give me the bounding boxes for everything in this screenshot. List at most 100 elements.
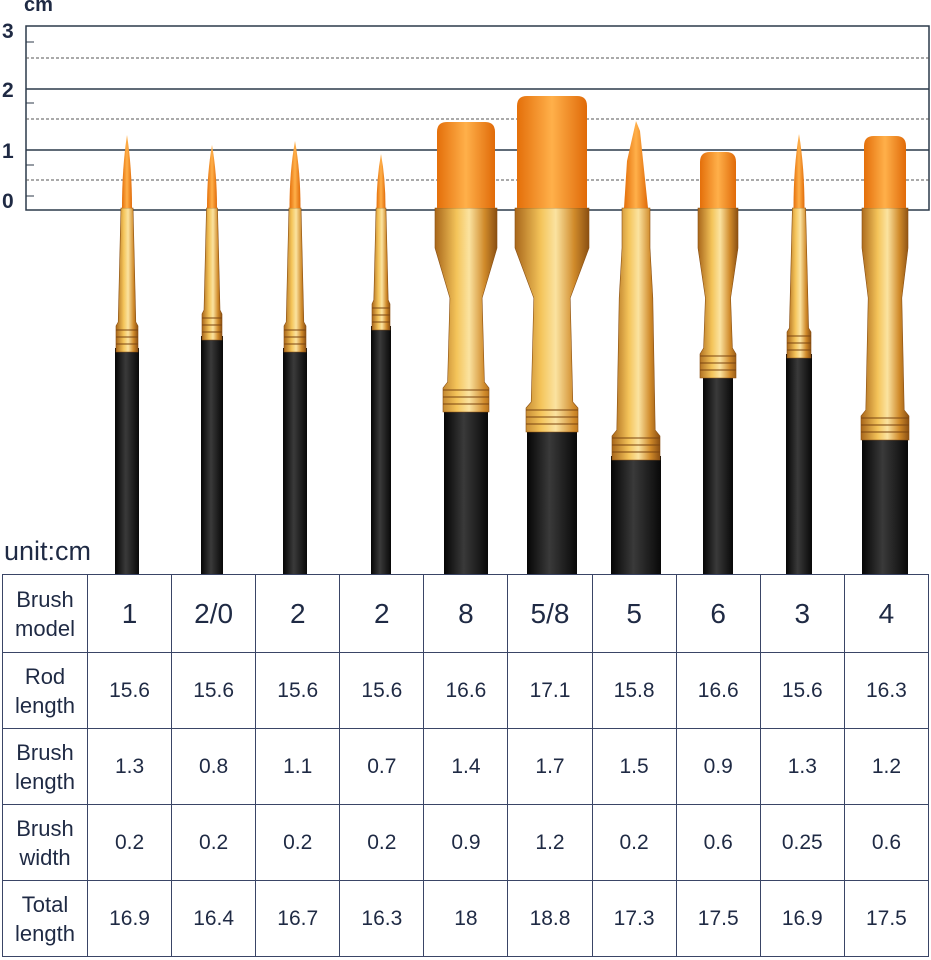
table-cell: 1.5 bbox=[591, 728, 677, 805]
table-cell: 3 bbox=[759, 574, 845, 653]
table-cell: 1.3 bbox=[759, 728, 845, 805]
table-cell: 17.3 bbox=[591, 880, 677, 957]
table-cell: 16.6 bbox=[675, 652, 761, 729]
table-cell: 17.1 bbox=[507, 652, 593, 729]
brush-bristles bbox=[624, 121, 648, 208]
brush-10 bbox=[860, 136, 910, 575]
brush-bristles bbox=[289, 141, 301, 208]
brush-ferrule bbox=[434, 207, 498, 413]
table-cell: 0.2 bbox=[86, 804, 173, 881]
row-header-line: Brush bbox=[16, 586, 74, 612]
table-cell: 16.6 bbox=[423, 652, 509, 729]
table-cell: 15.6 bbox=[255, 652, 341, 729]
table-cell: 0.25 bbox=[759, 804, 845, 881]
row-header-line: length bbox=[15, 920, 75, 946]
table-cell: 0.7 bbox=[339, 728, 425, 805]
brush-bristles bbox=[207, 145, 217, 208]
table-cell: 17.5 bbox=[843, 880, 930, 957]
table-cell: 8 bbox=[423, 574, 509, 653]
table-cell: 0.2 bbox=[171, 804, 257, 881]
table-cell: 16.9 bbox=[759, 880, 845, 957]
table-cell: 15.6 bbox=[759, 652, 845, 729]
brush-7 bbox=[611, 121, 661, 575]
brush-handle bbox=[611, 456, 661, 575]
brush-ferrule bbox=[115, 207, 139, 353]
brush-4 bbox=[371, 154, 391, 575]
table-cell: 18.8 bbox=[507, 880, 593, 957]
table-cell: 0.2 bbox=[339, 804, 425, 881]
brush-3 bbox=[283, 141, 307, 575]
table-cell: 15.6 bbox=[86, 652, 173, 729]
brush-5 bbox=[434, 122, 498, 575]
row-header-line: width bbox=[19, 844, 71, 870]
table-cell: 0.6 bbox=[843, 804, 930, 881]
table-cell: 1 bbox=[86, 574, 173, 653]
brush-2 bbox=[201, 145, 223, 575]
table-cell: 1.1 bbox=[255, 728, 341, 805]
table-cell: 5/8 bbox=[507, 574, 593, 653]
row-header-line: length bbox=[15, 692, 75, 718]
brush-ferrule bbox=[283, 207, 307, 353]
row-header-line: Total bbox=[21, 891, 69, 917]
table-cell: 1.3 bbox=[86, 728, 173, 805]
table-cell: 2/0 bbox=[171, 574, 257, 653]
table-row: Brush width 0.2 0.2 0.2 0.2 0.9 1.2 0.2 0.6 0.25 0.… bbox=[2, 804, 930, 881]
brush-ferrule bbox=[697, 207, 739, 379]
table-cell: 15.6 bbox=[339, 652, 425, 729]
table-cell: 0.6 bbox=[675, 804, 761, 881]
table-cell: 17.5 bbox=[675, 880, 761, 957]
table-cell: 16.9 bbox=[86, 880, 173, 957]
table-row: Brush length 1.3 0.8 1.1 0.7 1.4 1.7 1.5 0.9 1.3 1.… bbox=[2, 728, 930, 805]
brush-ferrule bbox=[201, 207, 223, 341]
brush-handle bbox=[283, 348, 307, 575]
brush-bristles bbox=[700, 152, 736, 208]
brush-8 bbox=[697, 152, 739, 575]
table-cell: 1.4 bbox=[423, 728, 509, 805]
brush-handle bbox=[527, 428, 577, 575]
table-cell: 1.7 bbox=[507, 728, 593, 805]
row-header: Rod length bbox=[2, 652, 88, 729]
table-cell: 0.9 bbox=[675, 728, 761, 805]
unit-label: unit:cm bbox=[4, 536, 92, 566]
row-header: Brush width bbox=[2, 804, 88, 881]
table-row: Total length 16.9 16.4 16.7 16.3 18 18.8 17.3 17.… bbox=[2, 880, 930, 957]
table-cell: 6 bbox=[675, 574, 761, 653]
brush-spec-table: Brush model 1 2/0 2 2 8 5/8 5 6 3 4 Rod length 15.6 15.… bbox=[2, 574, 930, 957]
brush-bristles bbox=[437, 122, 495, 208]
brush-1 bbox=[115, 135, 139, 575]
brush-ferrule bbox=[514, 207, 590, 433]
table-cell: 2 bbox=[339, 574, 425, 653]
ruler-label-0: 0 bbox=[2, 190, 14, 213]
ruler-label-3: 3 bbox=[2, 20, 14, 43]
brush-6 bbox=[514, 96, 590, 575]
brush-illustration bbox=[25, 25, 930, 575]
brush-bristles bbox=[864, 136, 906, 208]
row-header-line: Rod bbox=[24, 663, 66, 689]
brush-ferrule bbox=[860, 207, 910, 441]
table-row: Rod length 15.6 15.6 15.6 15.6 16.6 17.1 15.8 16.… bbox=[2, 652, 930, 729]
brush-handle bbox=[703, 374, 733, 575]
ruler: cm 3 2 1 0 bbox=[0, 0, 931, 215]
table-cell: 16.4 bbox=[171, 880, 257, 957]
brush-handle bbox=[444, 408, 488, 575]
brush-handle bbox=[786, 354, 812, 575]
table-cell: 16.3 bbox=[339, 880, 425, 957]
table-cell: 5 bbox=[591, 574, 677, 653]
brush-9 bbox=[786, 134, 812, 575]
row-header-line: length bbox=[15, 768, 75, 794]
brush-bristles bbox=[793, 134, 805, 208]
table-cell: 15.6 bbox=[171, 652, 257, 729]
ruler-unit-label: cm bbox=[24, 0, 53, 16]
row-header: Total length bbox=[2, 880, 88, 957]
row-header-line: model bbox=[15, 615, 75, 641]
table-cell: 0.9 bbox=[423, 804, 509, 881]
brush-ferrule bbox=[371, 207, 391, 331]
brush-handle bbox=[115, 348, 139, 575]
brush-bristles bbox=[122, 135, 132, 208]
ruler-label-2: 2 bbox=[2, 79, 14, 102]
table-cell: 4 bbox=[843, 574, 930, 653]
brush-handle bbox=[371, 326, 391, 575]
table-row: Brush model 1 2/0 2 2 8 5/8 5 6 3 4 bbox=[2, 574, 930, 653]
row-header: Brush model bbox=[2, 574, 88, 653]
table-cell: 1.2 bbox=[507, 804, 593, 881]
